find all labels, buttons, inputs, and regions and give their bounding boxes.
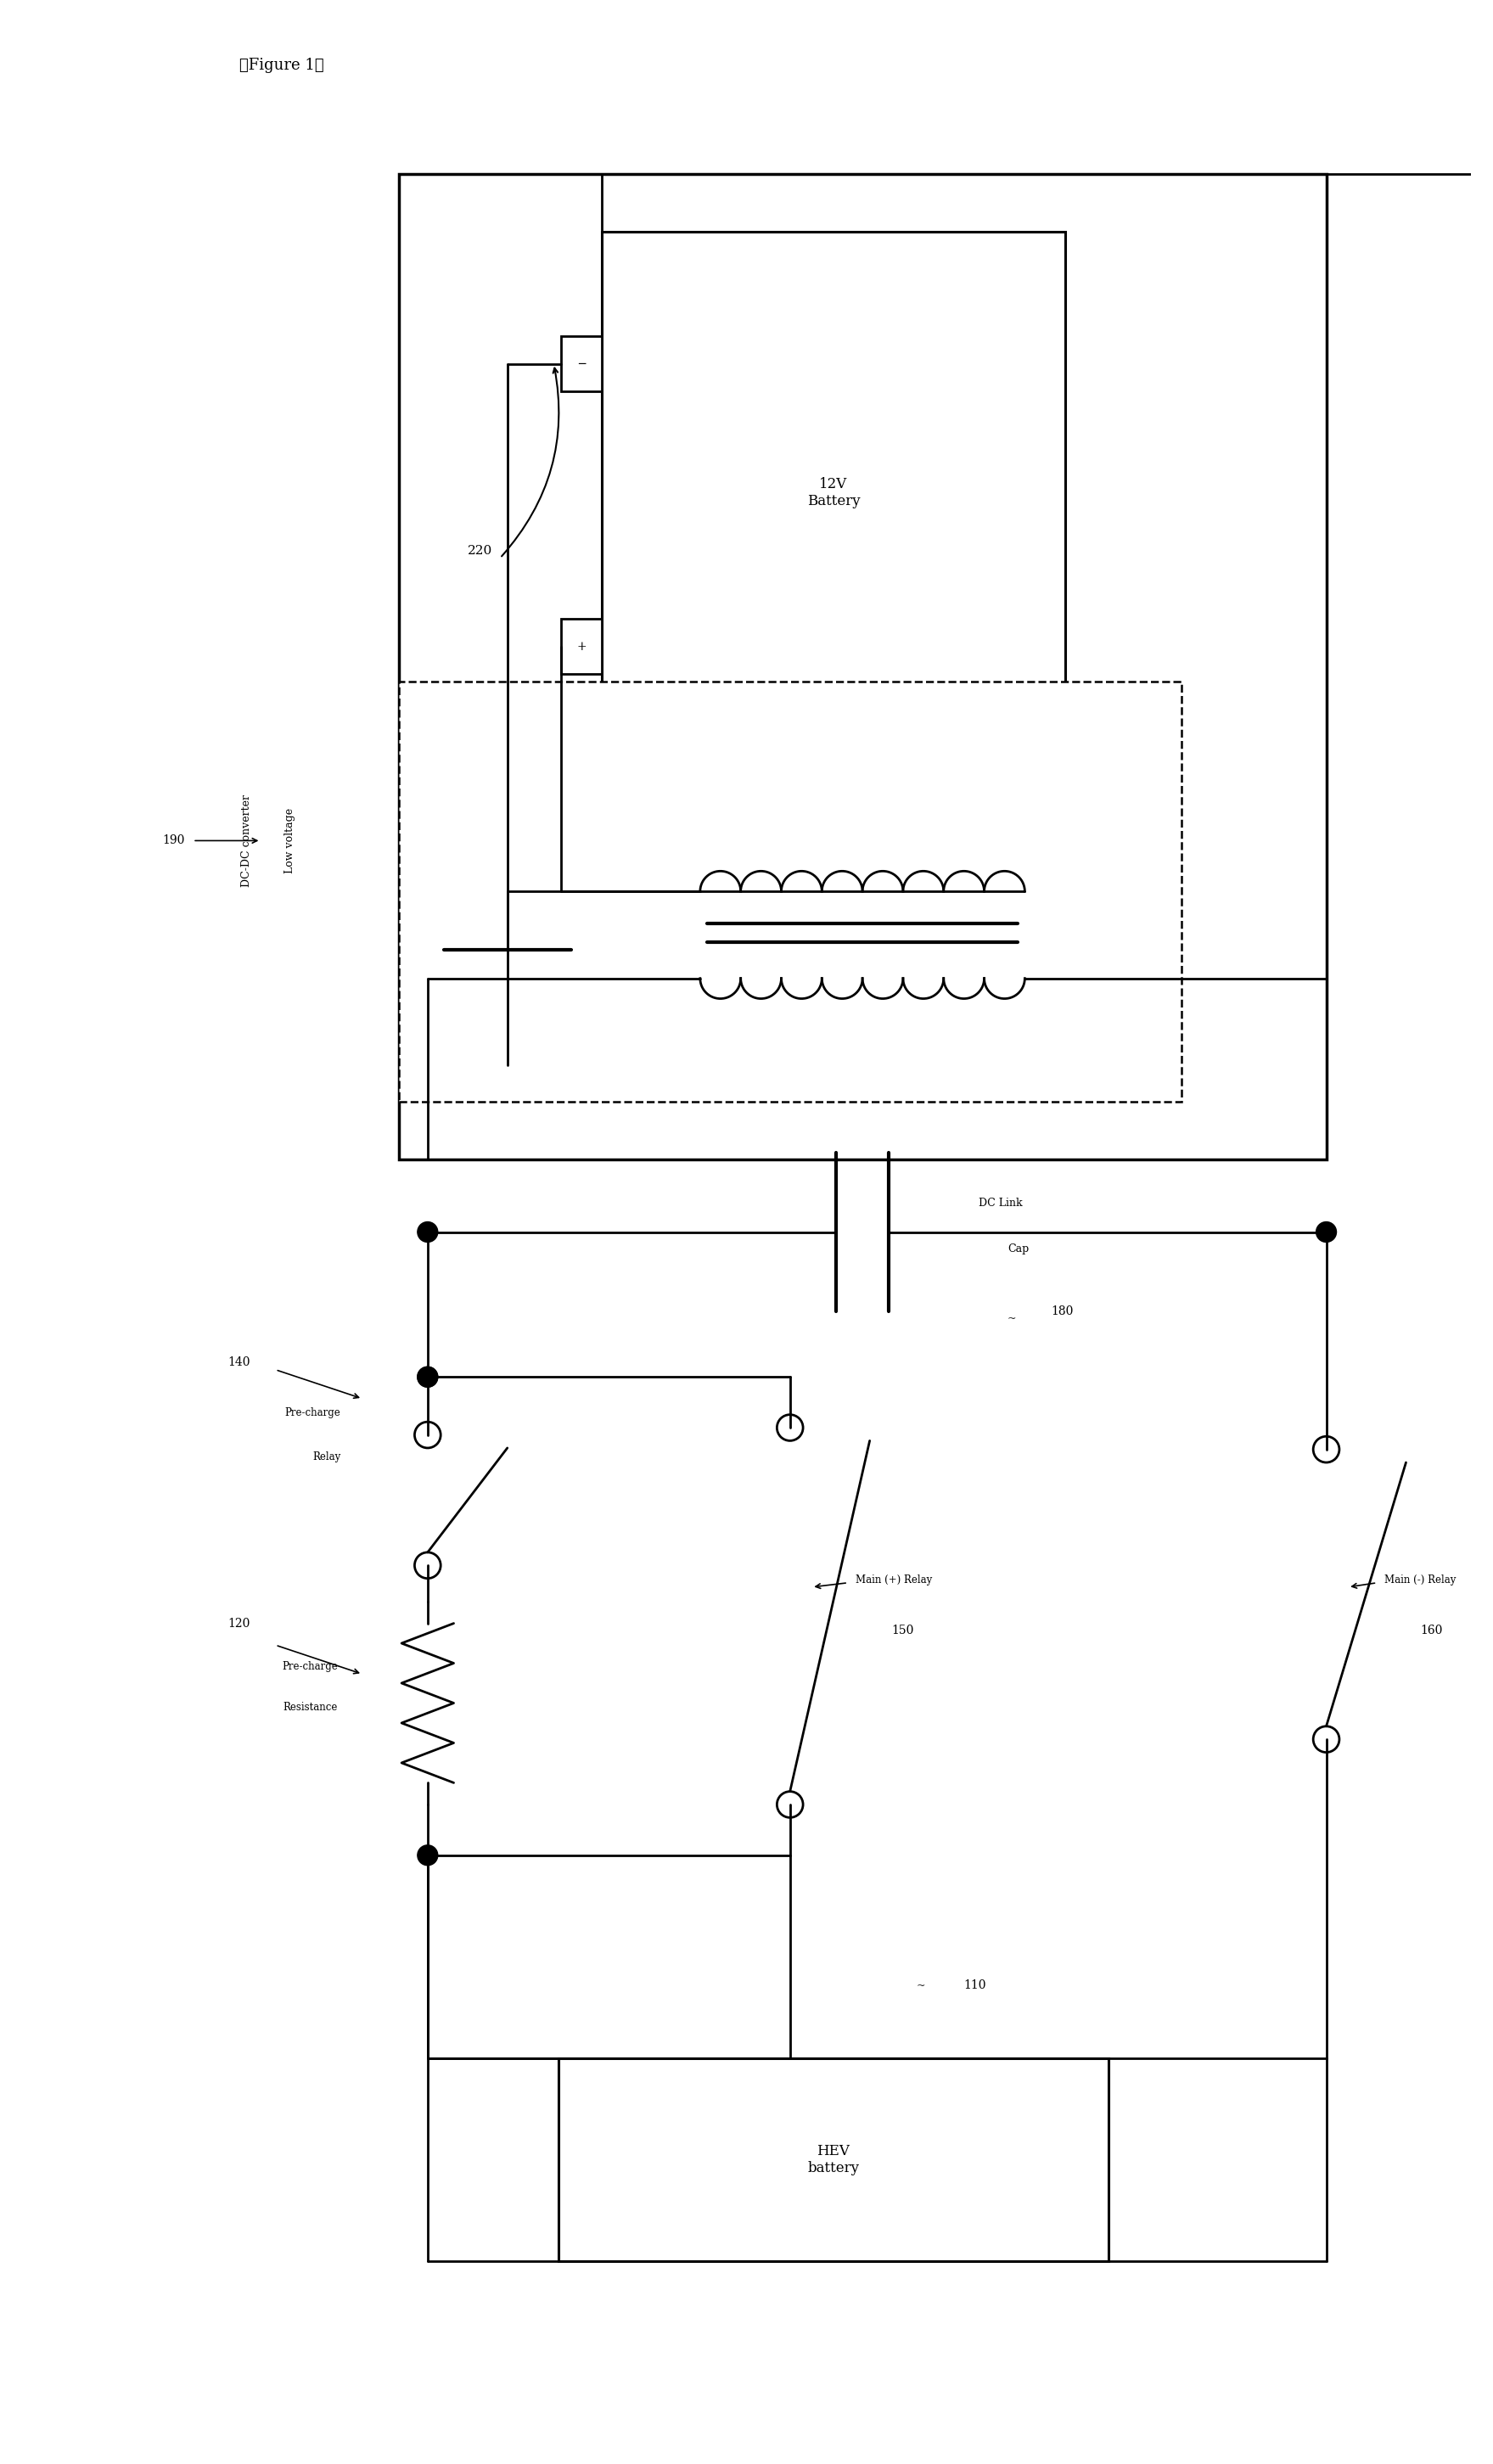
Circle shape [418, 1846, 437, 1865]
Bar [399, 175, 1326, 1161]
Circle shape [1317, 1222, 1336, 1242]
Text: +: + [576, 641, 587, 653]
Text: 12V
Battery: 12V Battery [806, 478, 860, 508]
Text: 【Figure 1】: 【Figure 1】 [239, 57, 324, 74]
Text: 160: 160 [1420, 1624, 1442, 1636]
Text: 180: 180 [1051, 1306, 1073, 1318]
Text: Cap: Cap [1008, 1244, 1029, 1254]
Bar [558, 2057, 1109, 2262]
Circle shape [418, 1368, 437, 1387]
Text: DC-DC converter: DC-DC converter [240, 793, 252, 887]
Text: Resistance: Resistance [284, 1703, 337, 1712]
Text: Pre-charge: Pre-charge [282, 1661, 337, 1673]
Bar [561, 618, 602, 675]
Text: ~: ~ [1008, 1313, 1017, 1326]
Text: Relay: Relay [312, 1451, 340, 1461]
Text: Low voltage: Low voltage [285, 808, 296, 872]
Circle shape [418, 1368, 437, 1387]
Text: Pre-charge: Pre-charge [285, 1407, 340, 1419]
Text: Main (+) Relay: Main (+) Relay [855, 1574, 932, 1584]
Text: 120: 120 [228, 1616, 251, 1629]
Text: 190: 190 [163, 835, 185, 848]
Text: ─: ─ [578, 357, 585, 370]
Text: 150: 150 [891, 1624, 914, 1636]
Text: DC Link: DC Link [978, 1198, 1023, 1207]
Bar [602, 232, 1066, 754]
Bar [561, 335, 602, 392]
Text: ~: ~ [917, 1981, 924, 1991]
Bar [399, 680, 1181, 1101]
Text: 140: 140 [228, 1358, 251, 1368]
Text: Main (-) Relay: Main (-) Relay [1384, 1574, 1456, 1584]
Circle shape [418, 1222, 437, 1242]
Text: 110: 110 [964, 1979, 987, 1991]
Text: 220: 220 [467, 545, 493, 557]
Text: HEV
battery: HEV battery [808, 2144, 860, 2176]
